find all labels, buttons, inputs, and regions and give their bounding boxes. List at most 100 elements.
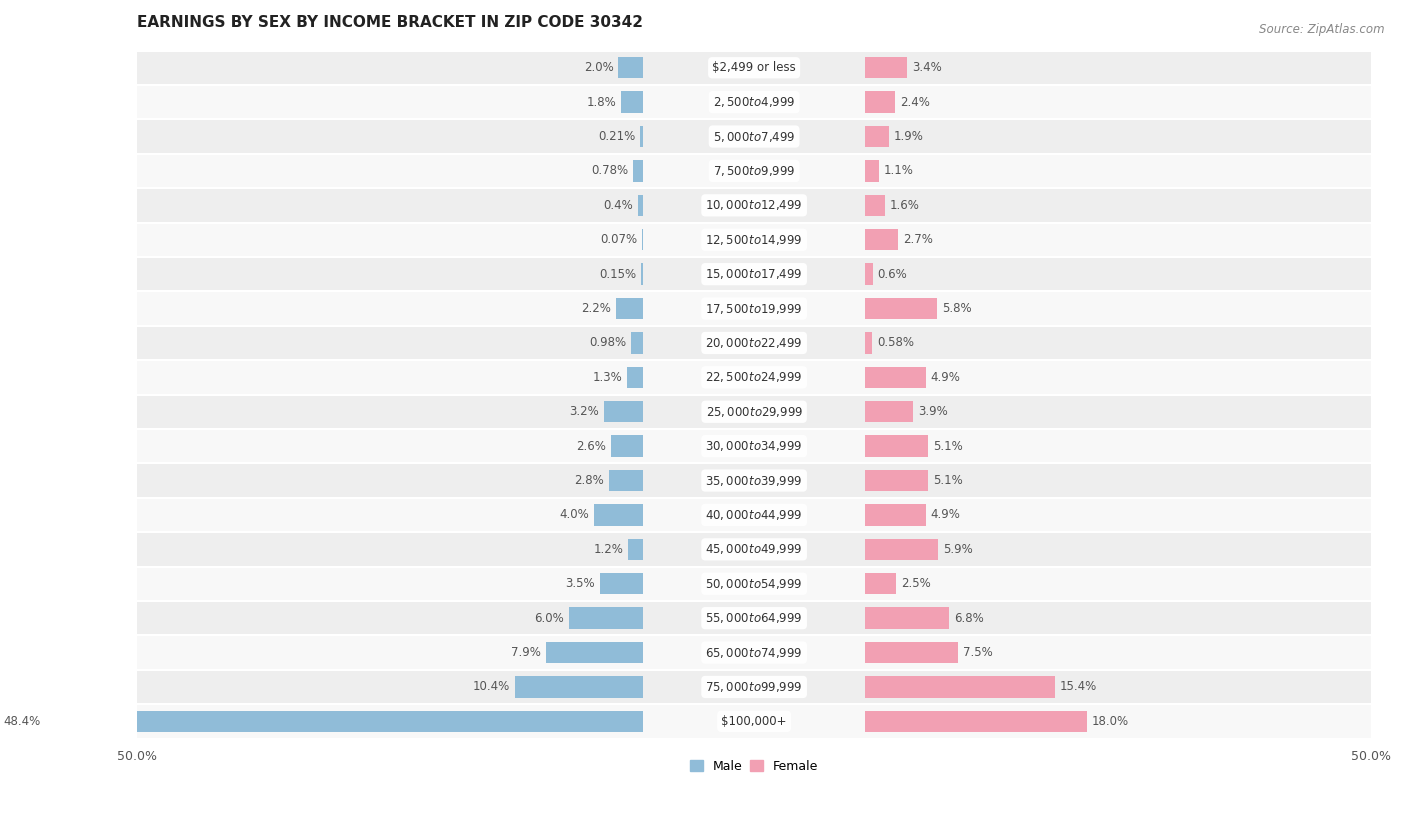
Text: 0.4%: 0.4% [603,199,633,212]
Text: 15.4%: 15.4% [1060,680,1097,693]
Bar [593,504,643,526]
Text: 5.8%: 5.8% [942,302,972,315]
Bar [619,57,643,78]
Text: 1.6%: 1.6% [890,199,920,212]
Text: 3.4%: 3.4% [912,61,942,74]
Bar [138,704,1371,738]
Text: $30,000 to $34,999: $30,000 to $34,999 [706,439,803,453]
Text: 0.6%: 0.6% [877,267,907,280]
Bar [865,642,957,663]
Bar [634,160,643,181]
Bar [138,257,1371,291]
Text: 0.15%: 0.15% [599,267,637,280]
Bar [138,498,1371,533]
Text: 7.5%: 7.5% [963,646,993,659]
Bar [865,711,1087,732]
Text: $55,000 to $64,999: $55,000 to $64,999 [706,611,803,625]
Bar [603,401,643,423]
Bar [865,573,896,594]
Text: $20,000 to $22,499: $20,000 to $22,499 [706,336,803,350]
Text: 6.8%: 6.8% [955,611,984,624]
Bar [138,85,1371,120]
Text: $75,000 to $99,999: $75,000 to $99,999 [706,680,803,694]
Bar [621,92,643,113]
Text: $35,000 to $39,999: $35,000 to $39,999 [706,473,803,488]
Text: $45,000 to $49,999: $45,000 to $49,999 [706,542,803,556]
Text: 0.78%: 0.78% [592,164,628,177]
Bar [138,533,1371,567]
Bar [627,367,643,388]
Bar [865,229,898,250]
Bar [641,263,643,285]
Bar [865,263,873,285]
Bar [515,676,643,698]
Bar [138,188,1371,223]
Bar [865,194,884,216]
Legend: Male, Female: Male, Female [685,754,823,778]
Text: 0.58%: 0.58% [877,337,914,350]
Text: $15,000 to $17,499: $15,000 to $17,499 [706,267,803,281]
Bar [138,635,1371,670]
Bar [138,360,1371,394]
Text: 0.21%: 0.21% [599,130,636,143]
Text: Source: ZipAtlas.com: Source: ZipAtlas.com [1260,23,1385,36]
Bar [138,670,1371,704]
Bar [616,298,643,320]
Bar [138,567,1371,601]
Text: 10.4%: 10.4% [472,680,510,693]
Text: 2.8%: 2.8% [574,474,603,487]
Bar [138,50,1371,85]
Bar [865,92,894,113]
Bar [138,394,1371,429]
Text: 6.0%: 6.0% [534,611,564,624]
Bar [865,333,872,354]
Bar [138,601,1371,635]
Text: 5.1%: 5.1% [934,474,963,487]
Text: 3.9%: 3.9% [918,405,948,418]
Text: 18.0%: 18.0% [1092,715,1129,728]
Bar [865,160,879,181]
Bar [46,711,643,732]
Bar [138,463,1371,498]
Bar [865,676,1054,698]
Text: $17,500 to $19,999: $17,500 to $19,999 [706,302,803,315]
Bar [600,573,643,594]
Bar [138,291,1371,326]
Text: $2,499 or less: $2,499 or less [713,61,796,74]
Text: 3.2%: 3.2% [569,405,599,418]
Text: 1.8%: 1.8% [586,96,616,109]
Text: 1.3%: 1.3% [592,371,621,384]
Bar [628,539,643,560]
Text: EARNINGS BY SEX BY INCOME BRACKET IN ZIP CODE 30342: EARNINGS BY SEX BY INCOME BRACKET IN ZIP… [138,15,643,30]
Text: $22,500 to $24,999: $22,500 to $24,999 [706,371,803,385]
Text: $40,000 to $44,999: $40,000 to $44,999 [706,508,803,522]
Bar [865,436,928,457]
Text: 2.6%: 2.6% [576,440,606,453]
Bar [865,57,907,78]
Bar [865,539,938,560]
Bar [612,436,643,457]
Bar [138,120,1371,154]
Text: 2.4%: 2.4% [900,96,929,109]
Bar [865,367,925,388]
Bar [865,470,928,491]
Text: 2.2%: 2.2% [581,302,612,315]
Text: 1.2%: 1.2% [593,543,623,556]
Text: $5,000 to $7,499: $5,000 to $7,499 [713,129,796,144]
Bar [865,401,914,423]
Bar [865,504,925,526]
Text: $25,000 to $29,999: $25,000 to $29,999 [706,405,803,419]
Text: $7,500 to $9,999: $7,500 to $9,999 [713,164,796,178]
Text: 48.4%: 48.4% [4,715,41,728]
Bar [865,126,889,147]
Text: 2.7%: 2.7% [904,233,934,246]
Bar [865,607,949,628]
Text: $10,000 to $12,499: $10,000 to $12,499 [706,198,803,212]
Bar [609,470,643,491]
Text: 0.07%: 0.07% [600,233,637,246]
Text: 4.9%: 4.9% [931,508,960,521]
Bar [138,223,1371,257]
Text: 4.0%: 4.0% [560,508,589,521]
Text: $65,000 to $74,999: $65,000 to $74,999 [706,646,803,659]
Text: 1.1%: 1.1% [883,164,914,177]
